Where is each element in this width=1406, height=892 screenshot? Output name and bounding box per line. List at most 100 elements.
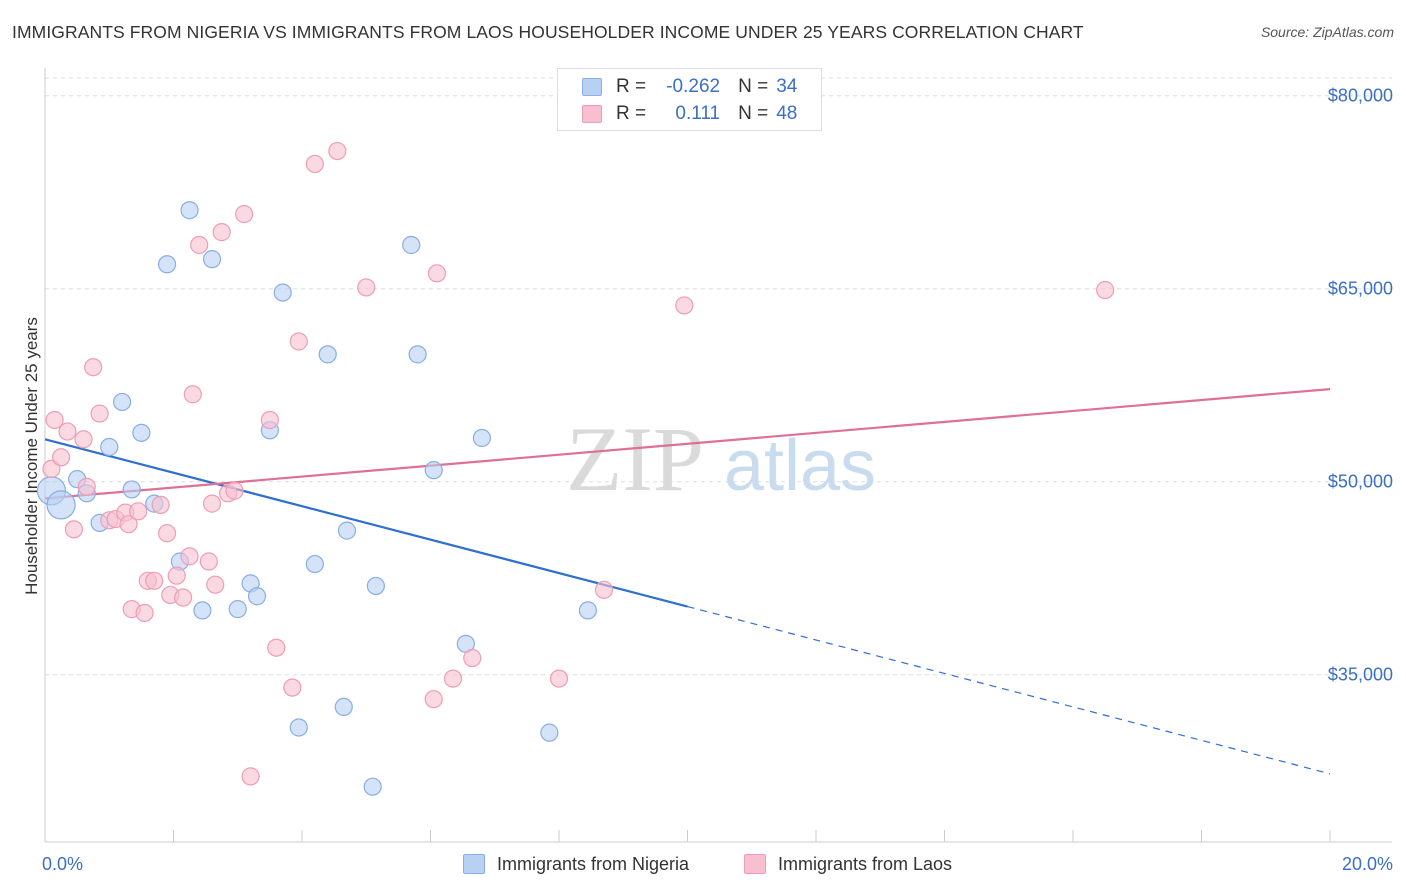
point-laos — [289, 332, 308, 351]
point-laos — [151, 495, 170, 514]
point-laos — [119, 515, 138, 534]
point-nigeria — [273, 283, 292, 302]
bottom-legend-nigeria: Immigrants from Nigeria — [463, 852, 689, 876]
point-nigeria — [408, 345, 427, 364]
legend-r-label: R = — [616, 76, 647, 97]
point-laos — [260, 410, 279, 430]
point-nigeria — [334, 697, 353, 717]
correlation-legend: R = -0.262 N = 34 R = 0.111 N = 48 — [557, 68, 822, 131]
bottom-legend-label-laos: Immigrants from Laos — [778, 853, 953, 874]
watermark: ZIP atlas — [566, 408, 876, 510]
point-laos — [180, 547, 199, 566]
point-laos — [675, 296, 694, 315]
point-nigeria — [180, 201, 199, 220]
legend-r-value-nigeria: -0.262 — [666, 76, 721, 97]
point-nigeria — [363, 777, 382, 796]
y-axis-title: Householder Income Under 25 years — [22, 317, 41, 595]
point-laos — [157, 524, 177, 543]
point-nigeria — [305, 554, 324, 574]
point-laos — [443, 669, 463, 688]
point-laos — [463, 648, 482, 668]
point-nigeria — [318, 345, 337, 364]
legend-n-value-laos: 48 — [776, 103, 798, 124]
point-laos — [183, 385, 202, 404]
trendline-nigeria — [44, 438, 688, 608]
bottom-legend-swatch-nigeria — [463, 854, 485, 874]
point-laos — [225, 481, 244, 500]
point-laos — [305, 154, 324, 174]
point-nigeria — [337, 521, 357, 540]
point-laos — [241, 767, 260, 786]
point-nigeria — [472, 428, 491, 448]
point-laos — [199, 552, 218, 571]
point-nigeria — [228, 600, 247, 619]
legend-n-label: N = — [738, 103, 769, 124]
point-nigeria — [366, 576, 385, 596]
point-nigeria — [132, 423, 151, 442]
bottom-legend-label-nigeria: Immigrants from Nigeria — [497, 853, 690, 874]
point-laos — [1096, 280, 1115, 300]
y-tick-label: $65,000 — [1328, 279, 1393, 299]
point-nigeria — [578, 601, 598, 620]
data-points — [36, 141, 1115, 796]
chart-title: IMMIGRANTS FROM NIGERIA VS IMMIGRANTS FR… — [12, 22, 1084, 42]
point-nigeria — [122, 480, 141, 499]
point-nigeria — [289, 718, 308, 737]
point-nigeria — [402, 235, 421, 255]
y-tick-label: $50,000 — [1328, 472, 1393, 492]
point-laos — [77, 477, 96, 496]
legend-n-label: N = — [738, 76, 769, 97]
point-nigeria — [193, 601, 212, 620]
legend-swatch-nigeria — [582, 78, 602, 96]
y-tick-label: $80,000 — [1328, 86, 1393, 106]
point-nigeria — [100, 437, 119, 457]
legend-r-label: R = — [616, 103, 647, 124]
legend-row-nigeria: R = -0.262 N = 34 — [582, 76, 797, 98]
point-laos — [267, 638, 286, 657]
bottom-legend-swatch-laos — [744, 854, 766, 874]
point-nigeria — [202, 250, 222, 269]
point-laos — [74, 430, 93, 449]
point-laos — [167, 566, 186, 585]
bottom-legend-laos: Immigrants from Laos — [744, 852, 952, 876]
trendline-nigeria-extrapolated — [687, 605, 1331, 775]
watermark-zip: ZIP — [566, 408, 704, 510]
point-nigeria — [112, 392, 132, 412]
trendline-laos — [44, 387, 1331, 500]
point-laos — [58, 422, 77, 441]
point-nigeria — [46, 490, 76, 520]
y-tick-label: $35,000 — [1328, 665, 1393, 685]
axis-labels: $35,000 $50,000 $65,000 $80,000 0.0% 20.0% Hou… — [22, 86, 1393, 874]
x-tick-label: 0.0% — [42, 854, 83, 874]
point-nigeria — [424, 461, 443, 480]
point-laos — [64, 520, 84, 539]
point-laos — [145, 571, 164, 590]
point-laos — [424, 690, 443, 709]
point-laos — [51, 448, 71, 467]
point-laos — [174, 588, 193, 607]
legend-r-value-laos: 0.111 — [675, 103, 721, 124]
point-laos — [190, 235, 209, 255]
point-laos — [594, 580, 614, 599]
point-nigeria — [247, 587, 267, 606]
point-laos — [129, 502, 148, 521]
point-laos — [357, 278, 376, 297]
point-laos — [427, 264, 447, 283]
point-laos — [90, 404, 109, 423]
point-laos — [206, 575, 225, 594]
point-laos — [212, 223, 231, 242]
legend-n-value-nigeria: 34 — [776, 76, 798, 97]
source-label: Source: ZipAtlas.com — [1260, 24, 1394, 40]
point-laos — [45, 410, 64, 430]
trend-lines — [44, 387, 1331, 775]
axes — [44, 68, 1392, 843]
point-nigeria — [157, 255, 177, 274]
point-nigeria — [540, 723, 559, 742]
point-laos — [202, 494, 222, 513]
point-laos — [549, 669, 569, 688]
legend-swatch-laos — [582, 105, 602, 123]
point-laos — [328, 141, 347, 161]
point-laos — [235, 205, 254, 224]
point-laos — [135, 603, 154, 623]
